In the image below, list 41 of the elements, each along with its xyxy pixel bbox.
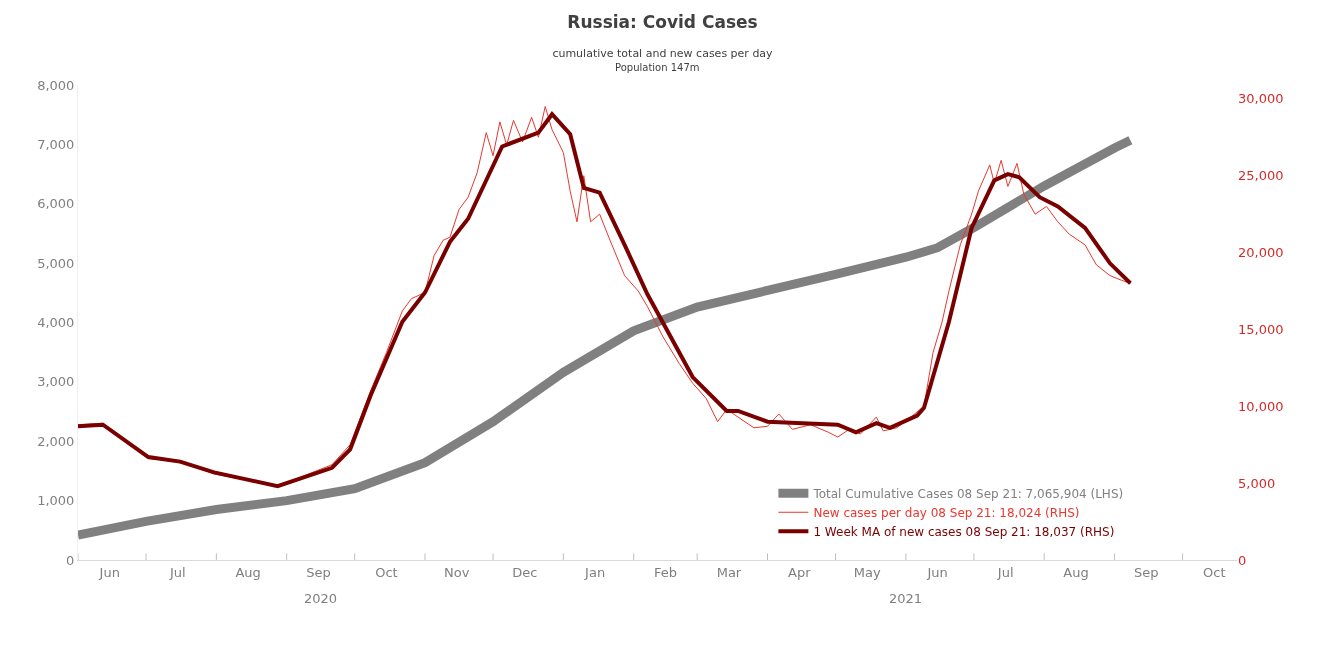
x-tick-label: Feb	[653, 564, 677, 580]
x-tick-label: Jul	[168, 564, 186, 580]
y2-tick-label: 25,000	[1238, 168, 1284, 184]
y-tick-label: 2,000	[37, 433, 75, 449]
y2-tick-label: 10,000	[1238, 398, 1284, 414]
y2-tick-label: 20,000	[1238, 245, 1284, 261]
x-tick-label: Dec	[512, 564, 538, 580]
x-tick-label: Jun	[98, 564, 120, 580]
y-tick-label: 8,000	[37, 77, 75, 93]
y2-tick-label: 5,000	[1238, 475, 1276, 491]
x-tick-label: Mar	[716, 564, 742, 580]
legend-label: Total Cumulative Cases 08 Sep 21: 7,065,904 (LHS)	[812, 486, 1124, 501]
chart-subtitle: cumulative total and new cases per day	[552, 47, 774, 61]
x-tick-label: Jul	[996, 564, 1014, 580]
x-tick-label: Oct	[375, 564, 398, 580]
x-tick-label: Sep	[306, 564, 331, 580]
y2-tick-label: 15,000	[1238, 321, 1284, 337]
y2-tick-label: 30,000	[1238, 91, 1284, 107]
legend-label: 1 Week MA of new cases 08 Sep 21: 18,037 (RHS)	[813, 524, 1115, 539]
x2-tick-label: 2020	[304, 591, 338, 606]
text: Population 147m	[615, 62, 700, 73]
x2-tick-label: 2021	[889, 591, 923, 606]
x-tick-label: Aug	[235, 564, 261, 580]
y2-tick-label: 0	[1238, 552, 1247, 568]
y-tick-label: 3,000	[37, 374, 75, 390]
chart-title: Russia: Covid Cases	[567, 12, 758, 33]
x-tick-label: Oct	[1203, 564, 1226, 580]
x-tick-label: Nov	[444, 564, 470, 580]
x-tick-label: Aug	[1063, 564, 1089, 580]
y-tick-label: 1,000	[37, 493, 75, 509]
x-tick-label: Sep	[1134, 564, 1159, 580]
x-tick-label: May	[853, 564, 882, 580]
y-tick-label: 0	[66, 552, 75, 568]
y-tick-label: 4,000	[37, 315, 75, 331]
y-tick-label: 6,000	[37, 196, 75, 212]
y-tick-label: 5,000	[37, 255, 75, 271]
x-tick-label: Apr	[788, 564, 812, 580]
x-tick-label: Jun	[926, 564, 948, 580]
y-tick-label: 7,000	[37, 136, 75, 152]
x-tick-label: Jan	[584, 564, 606, 580]
legend-label: New cases per day 08 Sep 21: 18,024 (RHS)	[813, 505, 1080, 520]
